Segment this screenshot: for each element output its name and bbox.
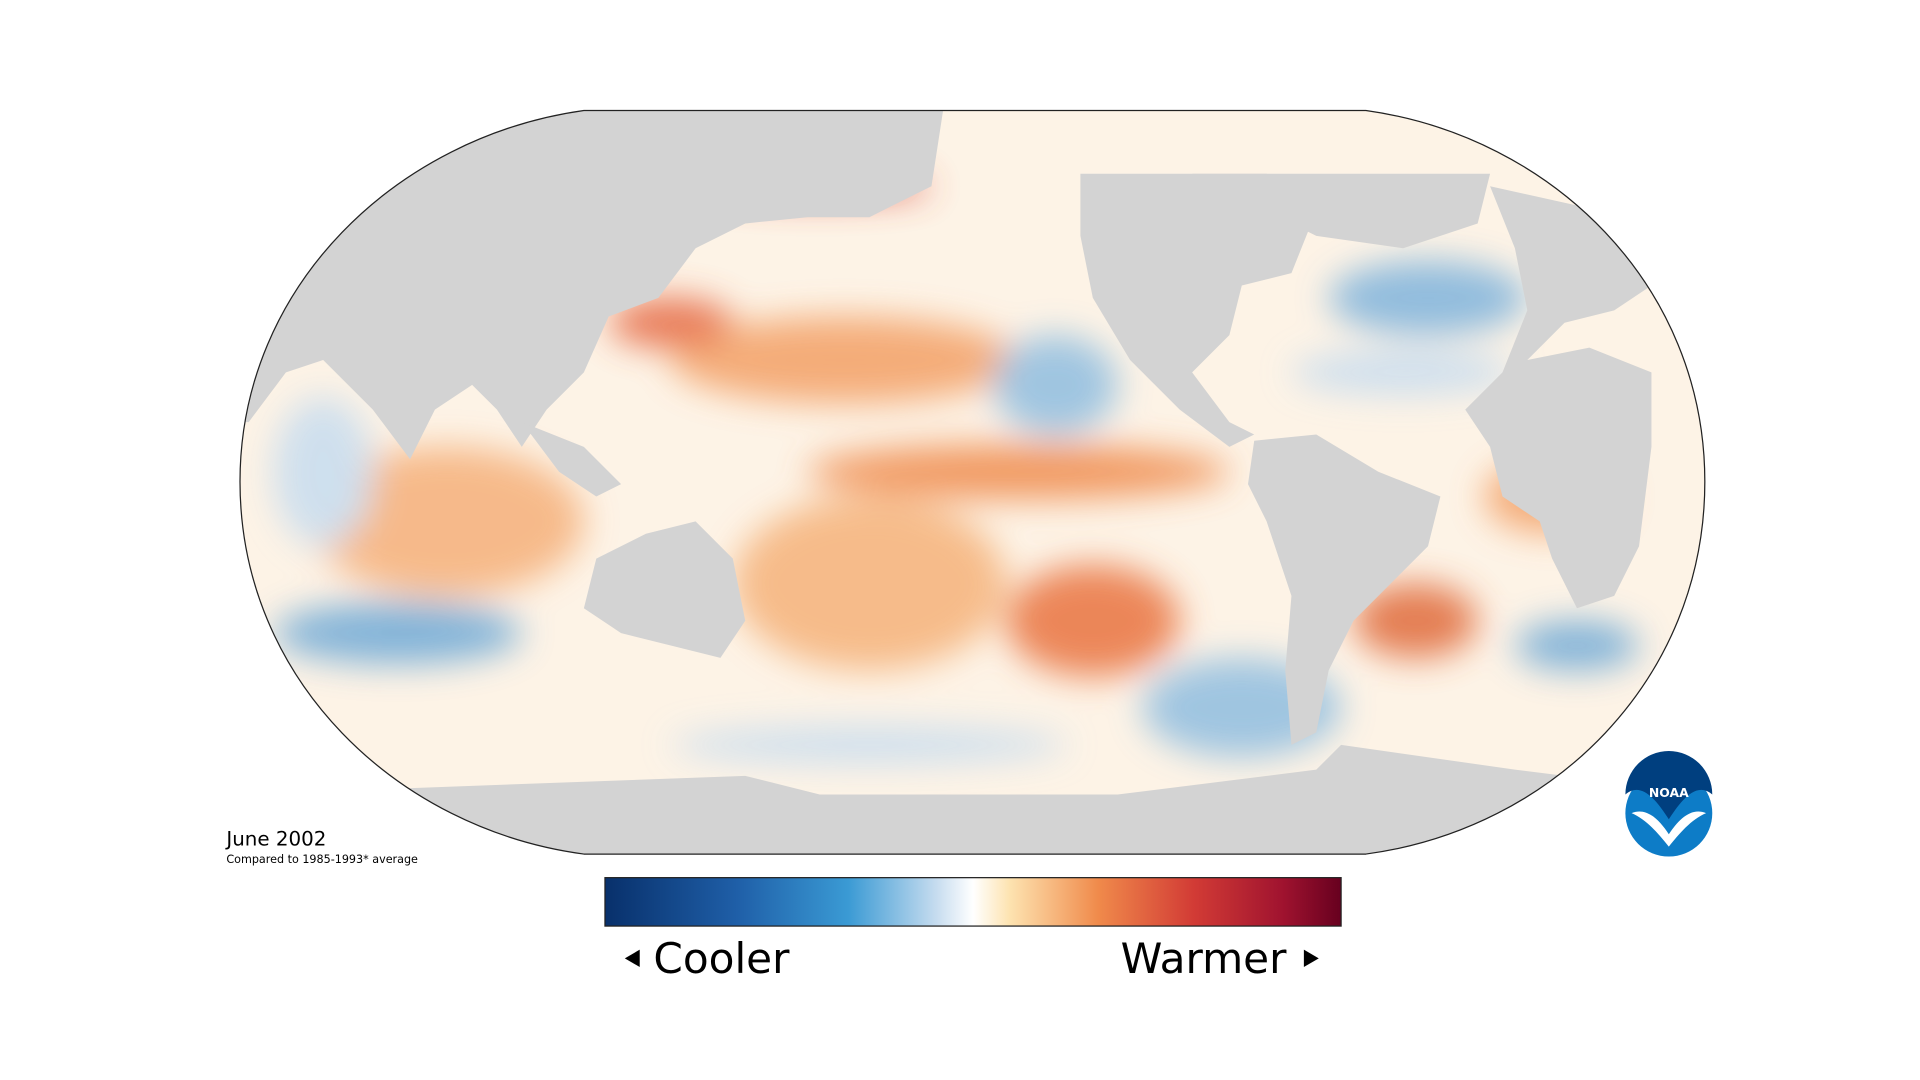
map-subtitle: Compared to 1985-1993* average — [226, 853, 418, 866]
cooler-arrow — [624, 949, 640, 968]
logo-bird — [1631, 811, 1707, 847]
warmer-label: Warmer — [1121, 934, 1288, 983]
warmer-arrow — [1303, 949, 1319, 968]
map-outline — [239, 109, 1706, 855]
colorbar — [604, 877, 1342, 927]
land — [240, 110, 1705, 855]
logo-top — [1625, 751, 1713, 820]
cooler-label: Cooler — [653, 934, 790, 983]
logo-text: NOAA — [1649, 785, 1689, 800]
map — [240, 110, 1705, 855]
noaa-logo: NOAA — [1625, 751, 1713, 857]
map-title: June 2002 — [224, 827, 326, 850]
